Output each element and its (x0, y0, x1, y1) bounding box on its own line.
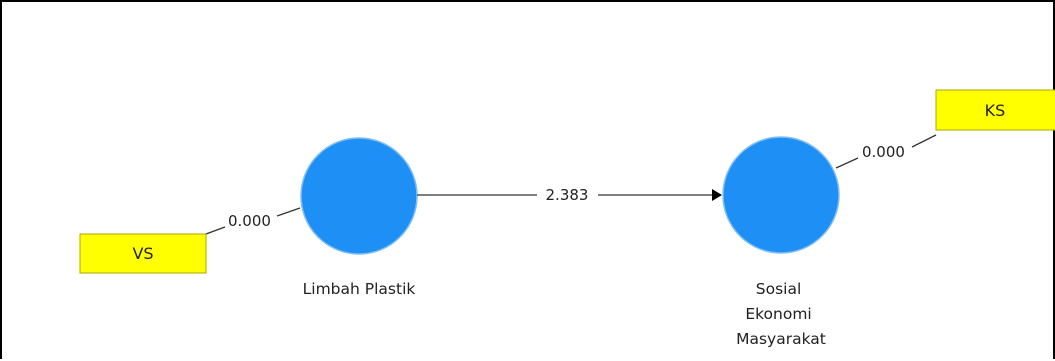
construct-limbah-plastik[interactable] (300, 137, 418, 255)
indicator-ks[interactable] (935, 89, 1055, 131)
construct-sem-label-line-1: Sosial (756, 280, 802, 298)
construct-sosial-ekonomi-masyarakat[interactable] (722, 136, 840, 254)
indicator-ks-label: KS (985, 101, 1006, 120)
construct-sem-label-line-3: Masyarakat (736, 330, 826, 348)
construct-limbah-plastik-label: Limbah Plastik (303, 280, 416, 298)
path-value-sem-ks: 0.000 (862, 143, 905, 161)
path-line-vs-lp (205, 226, 226, 235)
path-line-sem-ks (835, 157, 859, 169)
path-line-vs-lp-2 (276, 207, 301, 217)
construct-sem-label-line-2: Ekonomi (745, 305, 811, 323)
path-value-vs-lp: 0.000 (228, 212, 271, 230)
indicator-vs-label: VS (132, 244, 153, 263)
construct-limbah-plastik-label-line: Limbah Plastik (303, 280, 416, 298)
path-line-sem-ks-2 (911, 134, 937, 148)
indicator-vs[interactable] (79, 233, 207, 274)
construct-sosial-ekonomi-masyarakat-label: Sosial Ekonomi Masyarakat (736, 280, 826, 348)
path-value-lp-sem: 2.383 (546, 186, 589, 204)
